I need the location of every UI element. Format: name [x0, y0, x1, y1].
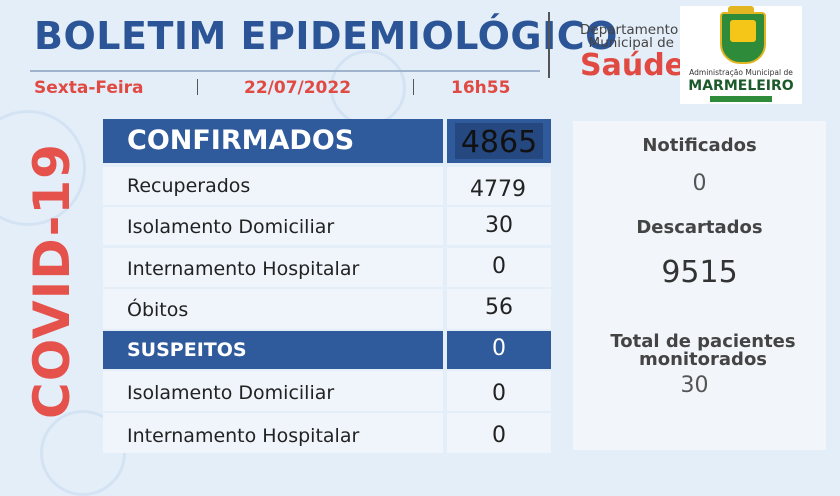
- descartados-value: 9515: [661, 255, 738, 290]
- internamento-value: 0: [492, 254, 506, 279]
- monitorados-value: 30: [680, 373, 709, 398]
- confirmados-label: CONFIRMADOS: [127, 125, 355, 156]
- notificados-label: Notificados: [642, 135, 757, 156]
- table-row: Recuperados 4779: [103, 167, 551, 205]
- internamento-label: Internamento Hospitalar: [127, 258, 360, 280]
- header-vertical-divider: [548, 12, 550, 78]
- department-line1: Departamento: [580, 22, 679, 38]
- table-row: Internamento Hospitalar 0: [103, 248, 551, 287]
- logo-admin-text: Administração Municipal de: [689, 68, 793, 77]
- header-divider: [30, 70, 540, 72]
- summary-panel: Notificados 0 Descartados 9515 Total de …: [573, 121, 826, 450]
- obitos-value: 56: [485, 295, 513, 320]
- crown-icon: [728, 6, 754, 14]
- department-line2: Municipal de: [588, 35, 674, 51]
- logo-city-name: MARMELEIRO: [688, 78, 794, 94]
- suspeitos-value: 0: [492, 336, 506, 361]
- confirmados-value: 4865: [460, 125, 538, 160]
- crest-icon: [720, 12, 766, 64]
- separator: [413, 79, 414, 95]
- covid-side-label: COVID-19: [23, 143, 81, 419]
- table-row: Óbitos 56: [103, 289, 551, 329]
- logo-ribbon: [710, 96, 772, 102]
- table-row-confirmados: CONFIRMADOS 4865: [103, 119, 551, 163]
- day-label: Sexta-Feira: [34, 78, 144, 98]
- descartados-label: Descartados: [636, 217, 763, 238]
- suspeitos-label: SUSPEITOS: [127, 339, 247, 361]
- recuperados-value: 4779: [470, 177, 526, 202]
- saude-label: Saúde: [580, 48, 686, 83]
- department-label: Departamento Municipal de: [580, 22, 679, 51]
- time-label: 16h55: [451, 78, 511, 98]
- internamento-label: Internamento Hospitalar: [127, 425, 360, 447]
- date-label: 22/07/2022: [244, 78, 352, 98]
- notificados-value: 0: [692, 171, 707, 196]
- monitorados-label: Total de pacientes monitorados: [610, 331, 796, 370]
- table-row: Isolamento Domiciliar 0: [103, 371, 551, 411]
- table-row-suspeitos: SUSPEITOS 0: [103, 331, 551, 369]
- page-title: BOLETIM EPIDEMIOLÓGICO: [34, 14, 618, 58]
- separator: [197, 79, 198, 95]
- isolamento-value: 0: [492, 381, 506, 406]
- obitos-label: Óbitos: [127, 299, 189, 321]
- internamento-value: 0: [492, 423, 506, 448]
- isolamento-value: 30: [485, 213, 513, 238]
- table-row: Internamento Hospitalar 0: [103, 413, 551, 453]
- isolamento-label: Isolamento Domiciliar: [127, 216, 335, 238]
- table-row: Isolamento Domiciliar 30: [103, 207, 551, 245]
- isolamento-label: Isolamento Domiciliar: [127, 382, 335, 404]
- municipal-logo: Administração Municipal de MARMELEIRO: [680, 6, 802, 104]
- recuperados-label: Recuperados: [127, 175, 251, 197]
